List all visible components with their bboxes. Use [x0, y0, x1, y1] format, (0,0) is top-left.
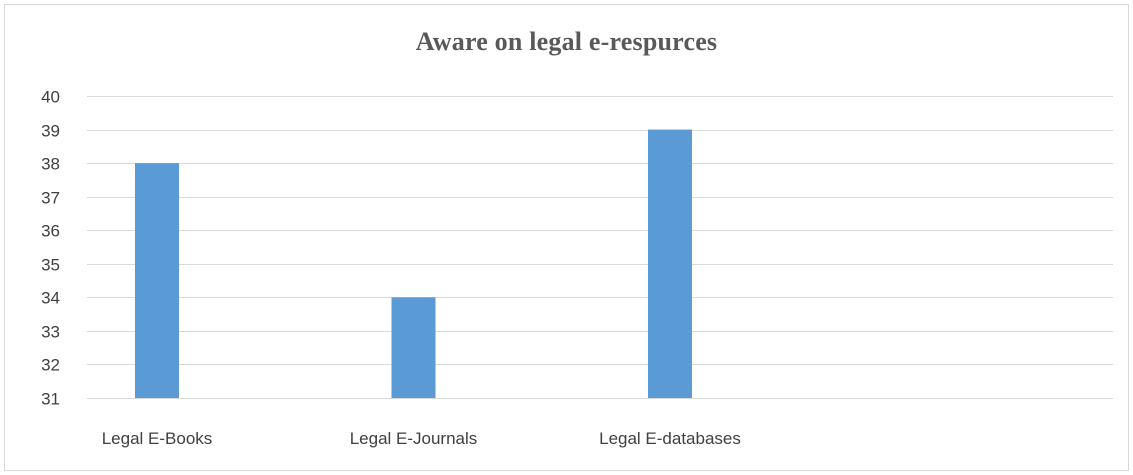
- bar-legal-e-journals: [391, 297, 436, 398]
- y-tick-label-40: 40: [41, 88, 60, 107]
- y-tick-label-31: 31: [41, 390, 60, 409]
- chart-title: Aware on legal e-respurces: [415, 27, 718, 56]
- x-category-label: Legal E-databases: [599, 429, 741, 448]
- x-category-label: Legal E-Books: [102, 429, 213, 448]
- x-category-label: Legal E-Journals: [350, 429, 478, 448]
- y-tick-label-36: 36: [41, 222, 60, 241]
- bar-legal-e-books: [135, 163, 179, 398]
- y-tick-label-34: 34: [41, 289, 60, 308]
- y-tick-label-32: 32: [41, 356, 60, 375]
- bar-legal-e-databases: [648, 129, 692, 399]
- y-tick-label-33: 33: [41, 323, 60, 342]
- y-tick-label-38: 38: [41, 155, 60, 174]
- y-tick-label-39: 39: [41, 122, 60, 141]
- y-tick-label-35: 35: [41, 256, 60, 275]
- y-tick-label-37: 37: [41, 189, 60, 208]
- chart-frame: [4, 4, 1129, 471]
